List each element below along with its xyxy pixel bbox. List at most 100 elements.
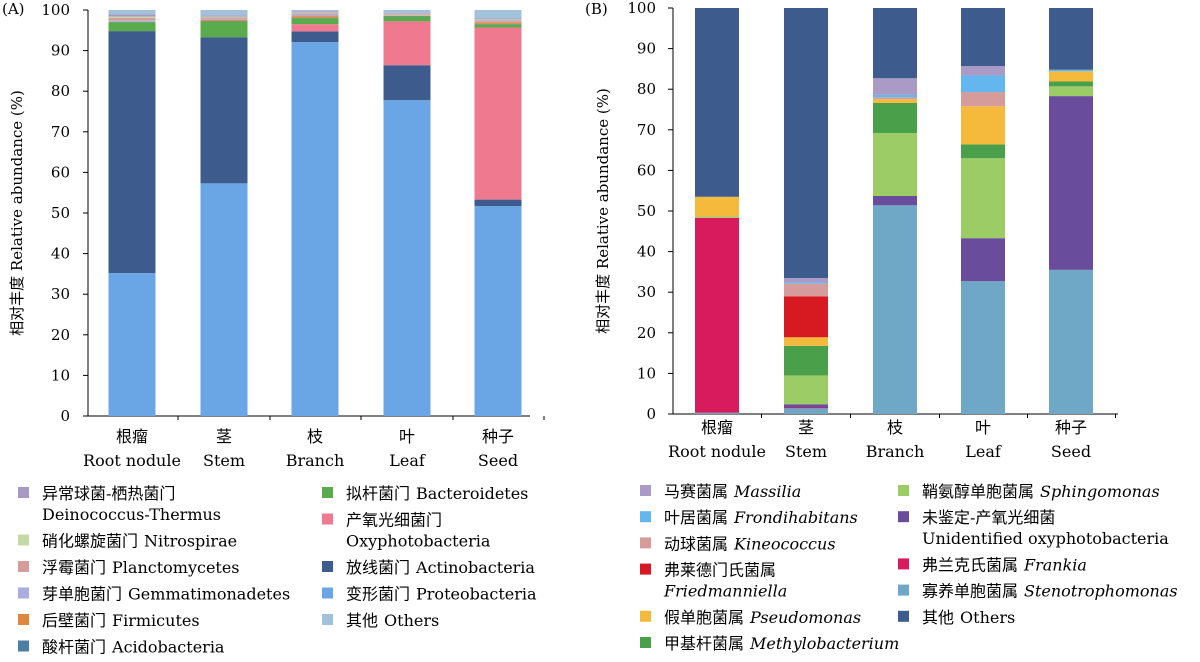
bar-segment-b-0-1 [695,217,739,413]
bar-segment-a-4-9 [474,18,522,20]
x-category-label-cn: 根瘤 [701,418,733,437]
legend-swatch [640,610,651,622]
bar-segment-b-1-5 [784,337,828,346]
legend-label-cn: 变形菌门 [346,585,410,604]
bar-segment-a-1-6 [200,18,248,20]
bar-segment-b-3-3 [961,158,1005,239]
y-tick-label: 90 [637,40,656,58]
bar-segment-a-4-0 [474,206,522,416]
legend-swatch [898,485,909,496]
bar-segment-a-1-0 [200,183,248,416]
legend-label: 动球菌属 Kineococcus [664,534,836,553]
legend-label: 酸杆菌门 Acidobacteria [42,638,225,657]
legend-label: 弗兰克氏菌属 Frankia [922,555,1087,574]
y-tick-label: 100 [41,1,70,19]
legend-swatch [640,485,651,496]
bar-segment-a-1-5 [200,19,248,21]
legend-label-en: Pseudomonas [749,608,861,627]
bar-segment-b-4-8 [1049,69,1093,72]
bar-segment-a-2-2 [291,24,339,32]
bar-segment-b-2-5 [873,99,917,104]
legend-label-en: Firmicutes [112,611,200,630]
x-category-label-cn: 茎 [798,418,814,437]
legend-label: 放线菌门 Actinobacteria [346,558,535,577]
legend-label: 芽单胞菌门 Gemmatimonadetes [42,585,290,604]
legend-label-en: Oxyphotobacteria [346,532,491,551]
x-category-label-cn: 枝 [887,418,903,437]
bar-segment-b-0-3 [695,217,739,218]
y-tick-label: 40 [637,243,656,261]
legend-swatch [640,563,651,575]
bar-segment-b-4-5 [1049,71,1093,82]
bar-segment-a-1-8 [200,16,248,18]
legend-label-cn: 浮霉菌门 [42,558,106,577]
legend-label-en: Methylobacterium [749,634,899,653]
bar-segment-a-4-1 [474,199,522,207]
bar-segment-a-1-3 [200,21,248,38]
bar-segment-b-2-0 [873,205,917,414]
bar-segment-a-0-6 [108,20,156,22]
legend-label-cn: 马赛菌属 [664,482,728,501]
legend-swatch [898,558,909,570]
legend-label-cn: 后壁菌门 [42,611,106,630]
panel-a-chart: (A) 0 10 20 30 40 50 60 70 80 90 100 相对丰度 Relative a… [2,0,545,657]
bar-segment-a-2-0 [291,42,339,416]
legend-label-cn: 产氧光细菌门 [346,511,442,530]
legend-label-cn: 甲基杆菌属 [664,634,744,653]
y-tick-label: 80 [637,80,656,98]
bar-segment-a-4-2 [474,27,522,200]
legend-label-en: Stenotrophomonas [1024,582,1178,601]
y-tick-label: 100 [627,0,656,17]
bar-segment-b-1-8 [784,282,828,284]
bar-segment-b-4-0 [1049,269,1093,414]
x-category-label-cn: 种子 [1055,418,1087,437]
legend-swatch [322,513,333,525]
bar-segment-a-0-10 [108,10,156,15]
bar-segment-b-2-4 [873,103,917,134]
bar-segment-a-3-10 [383,10,431,13]
bar-segment-a-3-8 [383,13,431,15]
legend-swatch [898,584,909,596]
y-tick-label: 60 [637,161,656,179]
legend-label-cn: 寡养单胞菌属 [922,582,1018,601]
bar-segment-b-1-1 [784,407,828,409]
legend-swatch [640,511,651,523]
legend-swatch [898,511,909,523]
bar-segment-a-0-7 [108,17,156,21]
y-tick-label: 70 [637,121,656,139]
y-tick-label: 10 [51,366,70,384]
legend-swatch [18,614,29,625]
bar-segment-b-4-3 [1049,86,1093,97]
x-category-label-en: Leaf [965,442,1002,461]
bar-segment-a-1-9 [200,15,248,17]
y-tick-label: 30 [51,285,70,303]
bar-segment-a-4-6 [474,21,522,23]
legend-label-cn: 硝化螺旋菌门 [42,532,138,551]
legend-label-en: Friedmanniella [663,582,787,601]
y-tick-label: 50 [637,202,656,220]
legend-label-cn: 酸杆菌门 [42,638,106,657]
legend-label-cn: 弗莱德门氏菌属 [664,561,776,580]
legend-swatch [322,614,333,625]
legend-label-en: Actinobacteria [415,558,535,577]
x-category-label-en: Root nodule [83,451,181,470]
bar-segment-a-1-1 [200,37,248,184]
bar-segment-b-1-0 [784,408,828,414]
legend-label-cn: 拟杆菌门 [346,484,410,503]
legend-swatch [18,640,29,652]
panel-label: (A) [2,0,25,18]
legend-label: 假单胞菌属 Pseudomonas [664,608,861,627]
legend-label-en: Planctomycetes [112,558,240,577]
bar-segment-b-3-8 [961,75,1005,93]
y-tick-label: 40 [51,245,70,263]
y-tick-label: 20 [637,324,656,342]
bar-segment-b-2-7 [873,97,917,100]
y-tick-label: 0 [646,405,656,423]
bar-segment-a-2-8 [291,12,339,14]
x-category-label-cn: 叶 [399,427,415,446]
bar-segment-b-1-10 [784,8,828,278]
bar-segment-a-2-7 [291,13,339,15]
bar-segment-a-2-10 [291,10,339,12]
legend-label-en: Unidentified oxyphotobacteria [922,529,1169,548]
